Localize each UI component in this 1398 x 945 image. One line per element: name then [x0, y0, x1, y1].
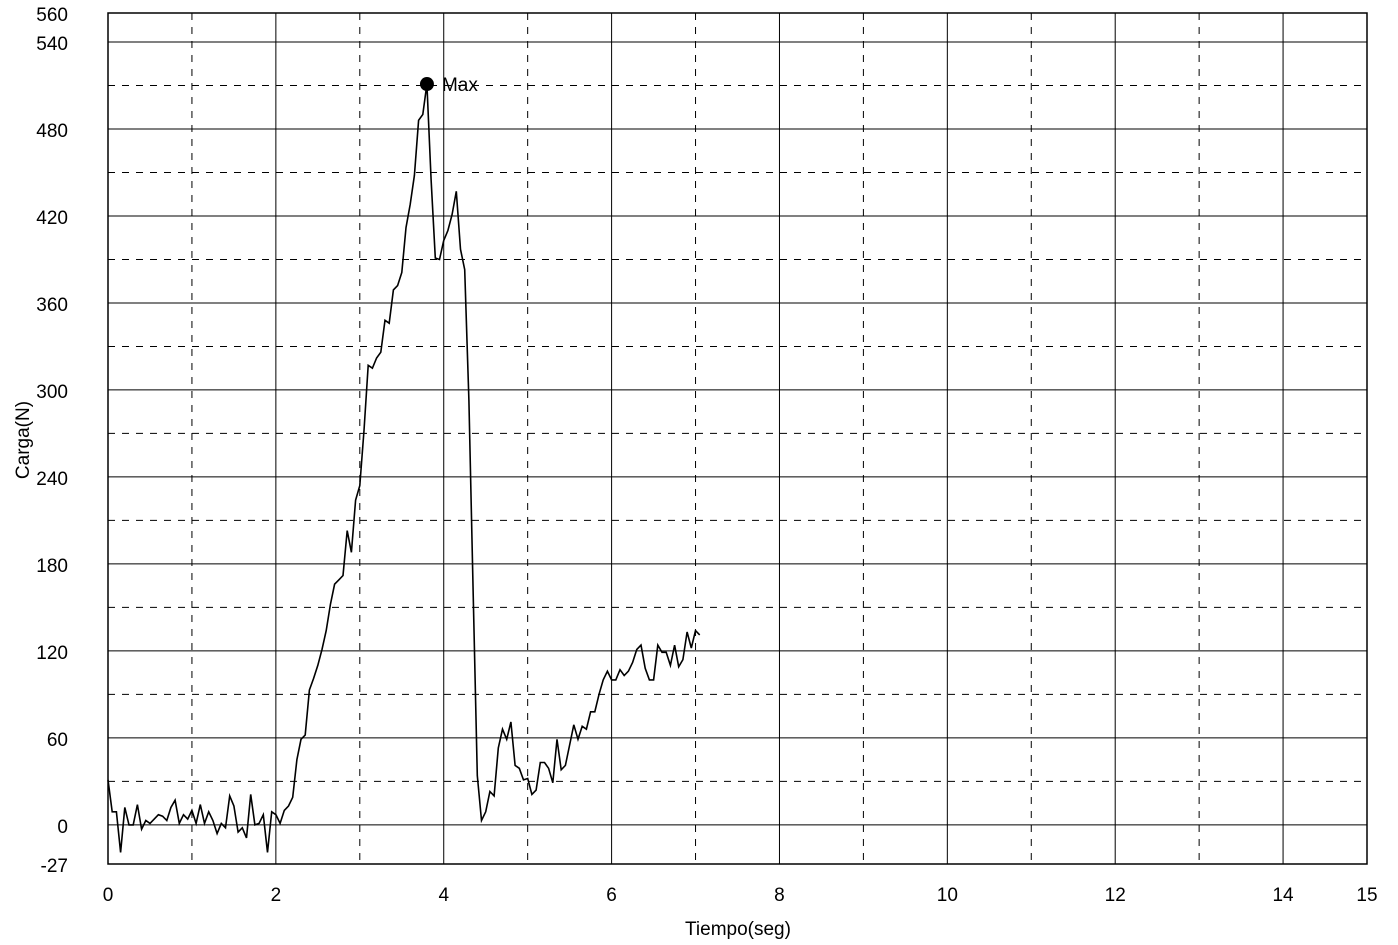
y-tick-label: 360 — [36, 295, 68, 316]
y-tick-label: 420 — [36, 208, 68, 229]
plot-frame — [107, 12, 1368, 865]
y-axis-title: Carga(N) — [13, 401, 34, 479]
y-tick-label: 120 — [36, 643, 68, 664]
max-marker — [419, 77, 434, 92]
x-tick-label: 8 — [774, 885, 785, 906]
x-tick-label: 10 — [937, 885, 958, 906]
y-tick-label: 480 — [36, 121, 68, 142]
y-tick-label: 540 — [36, 34, 68, 55]
x-axis-title: Tiempo(seg) — [685, 919, 791, 940]
annotation-label: Max — [442, 75, 478, 96]
x-tick-label: 12 — [1105, 885, 1126, 906]
x-tick-label: 0 — [103, 885, 114, 906]
data-line — [107, 83, 701, 853]
y-tick-label: 180 — [36, 556, 68, 577]
y-tick-label: 60 — [47, 730, 68, 751]
y-tick-label: -27 — [41, 856, 68, 877]
y-tick-label: 240 — [36, 469, 68, 490]
x-tick-label: 6 — [606, 885, 617, 906]
y-tick-label: 560 — [36, 5, 68, 26]
x-tick-label: 15 — [1356, 885, 1377, 906]
y-tick-label: 0 — [57, 817, 68, 838]
x-tick-label: 4 — [438, 885, 449, 906]
y-tick-label: 300 — [36, 382, 68, 403]
x-tick-label: 2 — [271, 885, 282, 906]
x-tick-label: 14 — [1272, 885, 1294, 906]
